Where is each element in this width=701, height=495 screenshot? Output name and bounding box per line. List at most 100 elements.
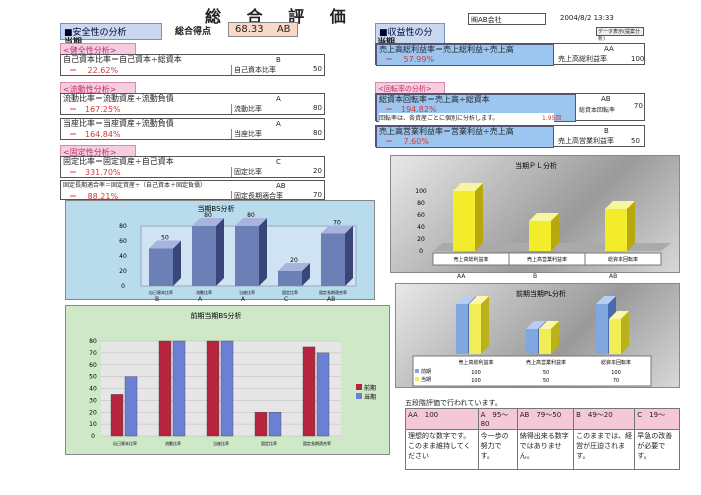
pl-grade-label: B (533, 273, 538, 280)
ratio-value: ＝ 331.70% (69, 168, 121, 177)
ratio-value: ＝ 57.99% (385, 55, 435, 64)
formula-text: 売上高営業利益率＝営業利益÷売上高 (379, 127, 514, 136)
x-tick-label: 総資本回転率 (608, 256, 638, 263)
formula-text: 売上高総利益率＝売上総利益÷売上高 (379, 45, 514, 54)
bar-売上高営業利益率-top (529, 213, 559, 221)
bar-当期-売上高総利益率 (469, 304, 481, 354)
table-value: 100 (471, 370, 481, 376)
score: 20 (313, 167, 322, 175)
x-tick-label: 当座比率 (239, 289, 255, 295)
bar-前期-売上高営業利益率 (526, 329, 538, 354)
bar-当期-固定長期適合率 (316, 352, 330, 437)
bar-固定長期適合率 (321, 233, 345, 286)
bar-前期-自己資本比率 (110, 394, 124, 437)
bar-当期-売上高総利益率-side (481, 296, 489, 354)
prev-bs-chart: 前期当期BS分析 0 10 20 30 40 50 60 70 80 自己資本比率 流動比率 当座比率 固… (89, 311, 376, 446)
formula-panel: 総資本回転率＝売上高÷総資本＝ 194.82% 回転率は、各資産ごとに個別に分析し… (376, 94, 576, 122)
bar-当期-流動比率 (172, 340, 186, 437)
data-display-button[interactable]: データ表示(提案分析) (596, 27, 644, 42)
y-tick-label: 40 (119, 253, 127, 260)
data-label: 50 (161, 235, 169, 242)
ratio-value: ＝ 7.60% (385, 137, 429, 146)
analysis-box: 自己資本比率＝自己資本÷総資本 ＝ 22.62% B 自己資本比率 50 (60, 54, 325, 76)
bar-前期-総資本回転率 (596, 304, 608, 354)
metric-label: 当座比率 (231, 129, 311, 139)
company-name: ㈱AB会社 (468, 13, 546, 25)
pl-chart-panel: 当期ＰＬ分析 0 20 40 60 80 100 売上高総利益率 売上高営業利益率 総資本回転率 (390, 155, 680, 273)
bar-前期-総資本回転率-top (596, 296, 616, 304)
y-tick-label: 40 (89, 386, 97, 393)
grade-header: C 19〜 (634, 408, 680, 430)
bar-前期-固定比率 (254, 412, 268, 437)
bar-売上高総利益率 (453, 191, 475, 251)
x-cat-cell (584, 252, 662, 266)
score: 50 (631, 137, 640, 145)
y-tick-label: 60 (119, 238, 127, 245)
analysis-box: 売上高営業利益率＝営業利益÷売上高＝ 7.60% B 売上高営業利益率 50 (375, 125, 645, 148)
bar-前期-売上高総利益率 (456, 304, 468, 354)
metric-label: 固定長期適合率 (231, 191, 311, 201)
x-tick-label: 売上高総利益率 (458, 359, 493, 366)
score: 80 (313, 104, 322, 112)
analysis-box: 当座比率＝当座資産÷流動負債 ＝ 164.84% A 当座比率 80 (60, 118, 325, 140)
bar-当期-総資本回転率-top (609, 311, 629, 319)
report-date: 2004/8/2 13:33 (560, 14, 614, 22)
grade: A (276, 95, 281, 103)
y-tick-label: 80 (119, 223, 127, 230)
grade-header: AA 100 (405, 408, 479, 430)
bs-grade-label: AB (327, 296, 336, 303)
analysis-box: 売上高総利益率＝売上総利益÷売上高＝ 57.99% AA 売上高総利益率 100 (375, 43, 645, 66)
ratio-value: ＝ 88.21% (69, 192, 119, 201)
y-tick-label: 80 (417, 200, 425, 207)
grade: A (276, 120, 281, 128)
grade: C (276, 158, 281, 166)
score: 50 (313, 65, 322, 73)
bar-固定長期適合率-top (321, 225, 353, 234)
table-value: 50 (543, 378, 549, 384)
bar-流動比率-side (216, 218, 224, 286)
grade: AB (601, 95, 611, 103)
chart-title: 前期当期BS分析 (190, 311, 241, 320)
grading-title: 五段階評価で行われています。 (405, 399, 502, 407)
y-tick-label: 60 (89, 362, 97, 369)
formula-text: 総資本回転率＝売上高÷総資本 (379, 95, 490, 104)
metric-label: 総資本回転率 (579, 107, 616, 114)
formula-text: 当座比率＝当座資産÷流動負債 (63, 119, 174, 128)
x-tick-label: 固定比率 (261, 440, 277, 446)
bar-当期-総資本回転率-side (621, 311, 629, 354)
analysis-box: 固定長期適合率＝固定資産÷（自己資本＋固定負債） ＝ 88.21% AB 固定長期適合… (60, 180, 325, 201)
safety-section-title: ■安全性の分析 (60, 23, 162, 40)
ratio-value: ＝ 164.84% (69, 130, 121, 139)
x-tick-label: 固定比率 (282, 289, 298, 295)
data-label: 80 (204, 212, 212, 219)
bs-grade-label: A (241, 296, 246, 303)
y-tick-label: 0 (121, 283, 125, 290)
bar-総資本回転率 (605, 209, 627, 251)
formula-panel: 売上高総利益率＝売上総利益÷売上高＝ 57.99% (376, 44, 554, 66)
bar-固定比率-side (302, 263, 310, 286)
y-tick-label: 70 (89, 350, 97, 357)
formula-text: 自己資本比率＝自己資本÷総資本 (63, 55, 182, 64)
pl-chart: 当期ＰＬ分析 0 20 40 60 80 100 売上高総利益率 売上高営業利益率 総資本回転率 (415, 161, 671, 266)
bar-売上高営業利益率-side (551, 213, 559, 251)
bar-当期-固定比率 (268, 412, 282, 437)
bar-売上高総利益率-top (453, 183, 483, 191)
formula-text: 固定長期適合率＝固定資産÷（自己資本＋固定負債） (63, 182, 207, 189)
formula-text: 固定比率＝固定資産÷自己資本 (63, 157, 174, 166)
legend-swatch (356, 384, 362, 390)
bar-自己資本比率 (149, 248, 173, 286)
legend-label: 前期 (364, 384, 376, 392)
y-tick-label: 20 (119, 268, 127, 275)
y-tick-label: 10 (89, 421, 97, 428)
x-tick-label: 流動比率 (196, 289, 212, 295)
x-tick-label: 固定長期適合率 (303, 440, 331, 446)
ratio-value: ＝ 194.82% (385, 105, 437, 114)
grade-description: 納得出来る数字ではありません。 (516, 429, 575, 470)
bs-chart: 当期BS分析 0 20 40 60 80 50 自己資本比率 80 流動比率 80 当座比率 20 固定比… (119, 204, 357, 295)
x-tick-label: 当座比率 (213, 440, 229, 446)
table-value: 100 (471, 378, 481, 384)
ratio-value: ＝ 167.25% (69, 105, 121, 114)
score: 80 (313, 129, 322, 137)
bar-当座比率-side (259, 218, 267, 286)
